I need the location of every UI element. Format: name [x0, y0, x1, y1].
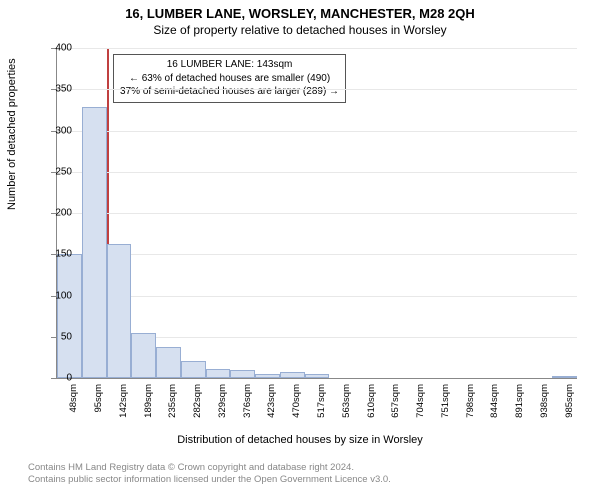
x-tick-label: 657sqm — [390, 384, 401, 434]
plot-area: 16 LUMBER LANE: 143sqm ← 63% of detached… — [56, 48, 577, 379]
chart-title-sub: Size of property relative to detached ho… — [0, 21, 600, 37]
annotation-line-3: 37% of semi-detached houses are larger (… — [120, 85, 339, 99]
bar — [82, 107, 107, 378]
x-tick-label: 470sqm — [291, 384, 302, 434]
bar — [156, 347, 181, 378]
chart-container: 16, LUMBER LANE, WORSLEY, MANCHESTER, M2… — [0, 0, 600, 500]
x-tick-label: 423sqm — [266, 384, 277, 434]
x-tick-label: 610sqm — [366, 384, 377, 434]
y-tick-label: 300 — [55, 125, 72, 136]
x-tick-label: 282sqm — [192, 384, 203, 434]
x-tick-label: 891sqm — [514, 384, 525, 434]
x-tick-label: 563sqm — [341, 384, 352, 434]
y-tick-label: 400 — [55, 43, 72, 54]
gridline — [57, 48, 577, 49]
y-tick-label: 0 — [66, 373, 72, 384]
y-axis-label: Number of detached properties — [6, 58, 18, 210]
x-tick-label: 376sqm — [242, 384, 253, 434]
bar — [552, 376, 577, 378]
credits-line-2: Contains public sector information licen… — [28, 474, 391, 486]
y-tick-label: 150 — [55, 249, 72, 260]
x-tick-label: 704sqm — [415, 384, 426, 434]
credits: Contains HM Land Registry data © Crown c… — [28, 462, 391, 487]
bar — [305, 374, 330, 378]
bar — [280, 372, 305, 378]
x-tick-label: 798sqm — [465, 384, 476, 434]
gridline — [57, 254, 577, 255]
annotation-line-1: 16 LUMBER LANE: 143sqm — [120, 58, 339, 72]
x-tick-label: 189sqm — [143, 384, 154, 434]
bar — [181, 361, 206, 378]
bar — [230, 370, 255, 378]
bar — [57, 254, 82, 378]
y-tick — [51, 378, 57, 379]
y-tick-label: 250 — [55, 166, 72, 177]
y-tick-label: 50 — [61, 331, 72, 342]
gridline — [57, 172, 577, 173]
annotation-line-2: ← 63% of detached houses are smaller (49… — [120, 72, 339, 86]
x-tick-label: 938sqm — [539, 384, 550, 434]
x-tick-label: 235sqm — [167, 384, 178, 434]
x-tick-label: 142sqm — [118, 384, 129, 434]
y-tick-label: 350 — [55, 84, 72, 95]
bar — [107, 244, 132, 378]
x-tick-label: 844sqm — [489, 384, 500, 434]
gridline — [57, 89, 577, 90]
gridline — [57, 213, 577, 214]
x-tick-label: 517sqm — [316, 384, 327, 434]
chart-title-main: 16, LUMBER LANE, WORSLEY, MANCHESTER, M2… — [0, 0, 600, 21]
credits-line-1: Contains HM Land Registry data © Crown c… — [28, 462, 391, 474]
x-tick-label: 329sqm — [217, 384, 228, 434]
x-tick-label: 48sqm — [68, 384, 79, 434]
gridline — [57, 296, 577, 297]
x-axis-label: Distribution of detached houses by size … — [0, 434, 600, 446]
x-tick-label: 95sqm — [93, 384, 104, 434]
bar — [255, 374, 280, 378]
y-tick-label: 100 — [55, 290, 72, 301]
bar — [206, 369, 231, 378]
annotation-box: 16 LUMBER LANE: 143sqm ← 63% of detached… — [113, 54, 346, 103]
bar — [131, 333, 156, 378]
x-tick-label: 985sqm — [564, 384, 575, 434]
x-tick-label: 751sqm — [440, 384, 451, 434]
y-tick-label: 200 — [55, 208, 72, 219]
gridline — [57, 131, 577, 132]
